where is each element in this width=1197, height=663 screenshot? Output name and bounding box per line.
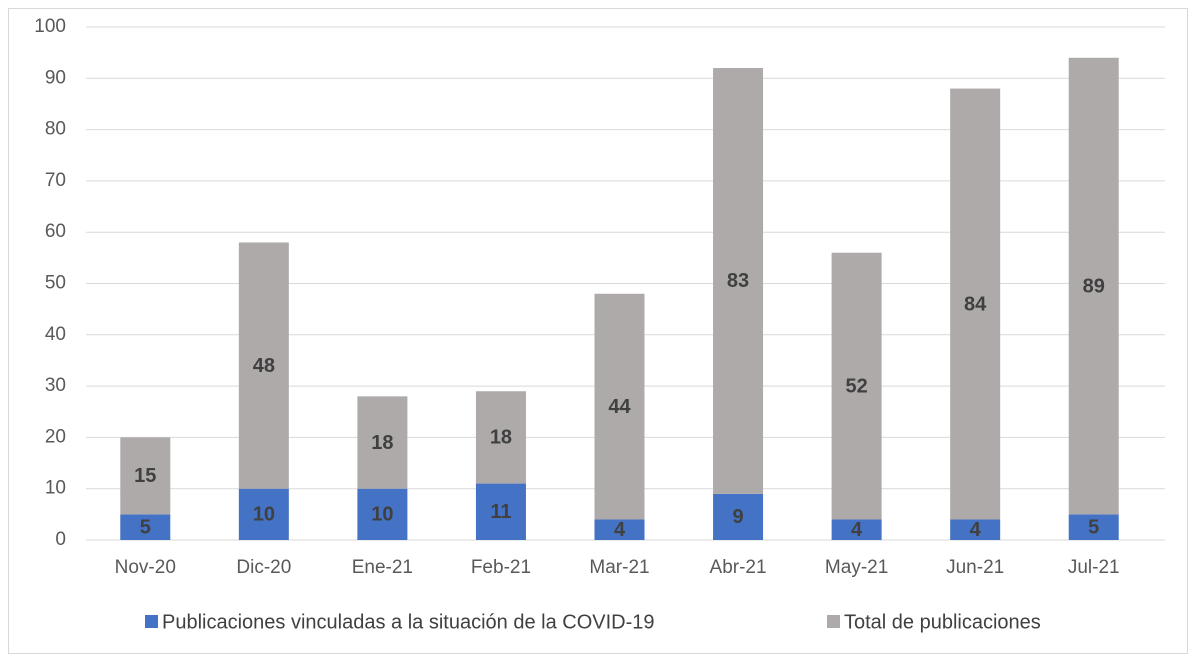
y-tick-label: 20: [45, 426, 66, 447]
bar-segment: [120, 514, 171, 540]
y-tick-label: 80: [45, 119, 66, 140]
bar-segment: [120, 437, 171, 515]
bar-segment: [713, 493, 764, 540]
bar-segment: [1068, 57, 1119, 515]
data-label: 18: [371, 432, 393, 454]
x-tick-label: May-21: [825, 557, 888, 578]
data-label: 83: [727, 270, 749, 292]
bar-segment: [357, 488, 408, 540]
x-tick-label: Abr-21: [710, 557, 767, 578]
bar-segment: [238, 488, 289, 540]
legend-label: Publicaciones vinculadas a la situación …: [162, 611, 655, 633]
y-tick-label: 100: [34, 16, 66, 37]
bar-segment: [357, 396, 408, 489]
data-label: 89: [1083, 275, 1105, 297]
bar-segment: [1068, 514, 1119, 540]
bar-segment: [831, 519, 882, 540]
y-tick-label: 10: [45, 478, 66, 499]
data-label: 10: [371, 504, 393, 526]
data-label: 18: [490, 427, 512, 449]
y-tick-label: 50: [45, 273, 66, 294]
x-tick-label: Jul-21: [1068, 557, 1120, 578]
y-tick-label: 70: [45, 170, 66, 191]
bar-segment: [475, 483, 526, 540]
data-label: 4: [614, 519, 626, 541]
bar-segment: [950, 88, 1001, 520]
bar-segment: [475, 391, 526, 484]
data-label: 5: [1088, 516, 1099, 538]
bar-segment: [594, 519, 645, 540]
x-tick-label: Jun-21: [946, 557, 1004, 578]
y-tick-label: 40: [45, 324, 66, 345]
bar-segment: [594, 293, 645, 520]
bar-segment: [238, 242, 289, 489]
x-tick-label: Feb-21: [471, 557, 531, 578]
data-label: 52: [845, 375, 867, 397]
data-label: 11: [490, 501, 511, 523]
bar-segment: [713, 68, 764, 494]
data-label: 4: [970, 519, 982, 541]
data-label: 48: [253, 355, 275, 377]
legend-swatch: [827, 615, 840, 628]
legend-swatch: [145, 615, 158, 628]
data-label: 15: [134, 465, 156, 487]
y-tick-label: 90: [45, 67, 66, 88]
data-label: 84: [964, 293, 987, 315]
bar-segment: [950, 519, 1001, 540]
x-tick-label: Dic-20: [236, 557, 291, 578]
legend-label: Total de publicaciones: [844, 611, 1041, 633]
data-label: 5: [140, 516, 151, 538]
data-label: 4: [851, 519, 863, 541]
y-tick-label: 60: [45, 221, 66, 242]
y-tick-label: 30: [45, 375, 66, 396]
data-label: 9: [732, 506, 743, 528]
y-tick-label: 0: [55, 529, 66, 550]
data-label: 44: [608, 396, 631, 418]
data-label: 10: [253, 504, 275, 526]
bar-segment: [831, 252, 882, 520]
x-tick-label: Ene-21: [352, 557, 413, 578]
x-tick-label: Mar-21: [589, 557, 649, 578]
x-tick-label: Nov-20: [115, 557, 176, 578]
